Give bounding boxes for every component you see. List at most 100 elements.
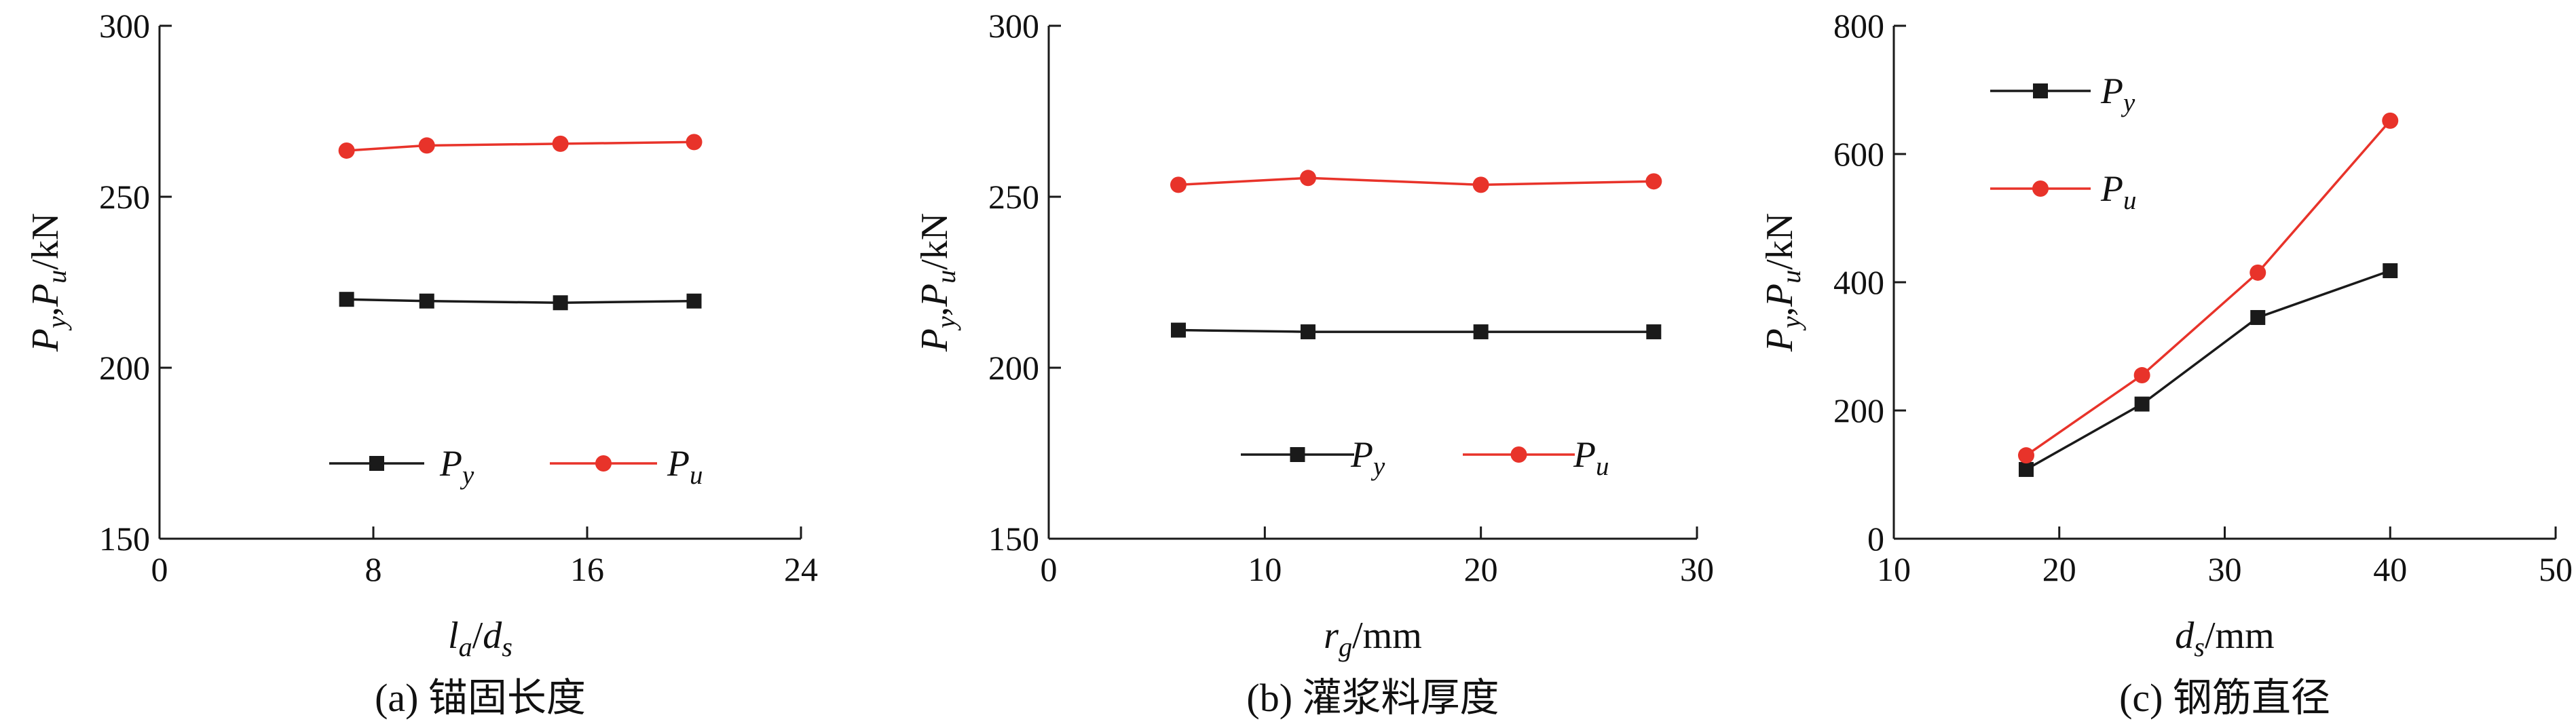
data-point	[418, 137, 435, 154]
y-axis-label-part: P	[914, 328, 956, 352]
x-axis-label-part: g	[1339, 632, 1352, 662]
series-line	[346, 298, 694, 304]
y-tick-label: 400	[1833, 263, 1884, 301]
data-point	[2382, 112, 2399, 129]
data-point	[2134, 396, 2150, 412]
legend-marker	[1510, 446, 1527, 463]
data-point	[552, 135, 569, 152]
legend-label-part: y	[1370, 452, 1385, 481]
series-line	[346, 140, 694, 152]
legend-marker	[2032, 180, 2049, 197]
legend-label-part: P	[2100, 71, 2123, 111]
y-axis-label: Py,Pu/kN	[1759, 213, 1806, 353]
x-tick-label: 30	[2208, 550, 2242, 588]
x-axis-label-part: r	[1324, 615, 1339, 657]
legend-label: Py	[2100, 71, 2135, 117]
legend-label-part: P	[2100, 168, 2123, 209]
series-Pu	[2018, 112, 2399, 464]
legend-label-part: u	[1596, 452, 1609, 481]
y-axis-label-part: u	[931, 270, 961, 284]
data-point	[1646, 324, 1662, 340]
y-axis-label: Py,Pu/kN	[24, 213, 72, 353]
x-axis-label-part: a	[459, 632, 472, 662]
legend-label-part: P	[439, 443, 462, 484]
legend-label-part: P	[667, 443, 690, 484]
data-point	[2250, 309, 2266, 325]
y-tick-label: 800	[1833, 7, 1884, 45]
panel-caption: (b) 灌浆料厚度	[1246, 676, 1499, 720]
x-axis-label-part: /mm	[2205, 615, 2275, 657]
x-tick-label: 40	[2373, 550, 2407, 588]
y-axis-label-part: ,	[914, 307, 956, 316]
legend-item-Py: Py	[1241, 434, 1385, 481]
legend-label-part: P	[1350, 434, 1373, 475]
data-point	[2018, 447, 2034, 464]
data-point	[1170, 176, 1187, 193]
legend-label-part: u	[690, 461, 703, 490]
x-axis-label: la/ds	[448, 615, 512, 662]
x-axis-label: rg/mm	[1324, 615, 1422, 662]
legend-marker	[2033, 83, 2048, 98]
legend-marker	[369, 456, 384, 471]
legend-label: Py	[439, 443, 474, 490]
x-axis-label-part: /mm	[1352, 615, 1422, 657]
x-tick-label: 16	[570, 550, 604, 588]
data-point	[2019, 461, 2034, 477]
y-tick-label: 300	[99, 7, 150, 45]
data-point	[1300, 170, 1316, 187]
x-tick-label: 50	[2539, 550, 2573, 588]
data-point	[419, 293, 434, 309]
y-axis-label-part: ,	[1759, 307, 1801, 316]
x-axis-label-part: s	[2194, 632, 2205, 662]
y-axis-label-part: P	[1759, 284, 1801, 307]
data-point	[1472, 176, 1489, 193]
series-Py	[339, 292, 702, 311]
y-axis-label-part: y	[931, 316, 961, 331]
data-point	[1171, 322, 1186, 338]
data-point	[1473, 324, 1489, 340]
legend-label: Py	[1350, 434, 1385, 481]
series-line	[2026, 269, 2391, 471]
x-tick-label: 24	[784, 550, 818, 588]
y-axis-label-part: /kN	[1759, 213, 1801, 270]
data-point	[553, 295, 568, 311]
x-tick-label: 10	[1248, 550, 1282, 588]
legend-label-part: u	[2123, 186, 2136, 215]
legend-item-Pu: Pu	[550, 443, 703, 490]
legend-marker	[595, 455, 612, 472]
legend-label-part: y	[2121, 88, 2135, 117]
series-Pu	[1170, 170, 1662, 193]
x-axis-label-part: d	[2175, 615, 2195, 657]
panel-caption: (c) 钢筋直径	[2119, 676, 2330, 720]
y-tick-label: 150	[988, 520, 1039, 558]
y-axis-label-part: /kN	[914, 213, 956, 270]
x-axis-label-part: /	[472, 615, 483, 657]
x-axis-label: ds/mm	[2175, 615, 2274, 662]
legend-label: Pu	[1573, 434, 1609, 481]
series-Py	[2019, 263, 2398, 477]
x-axis-label-part: s	[502, 632, 512, 662]
y-axis-label-part: /kN	[24, 213, 67, 270]
x-tick-label: 0	[1041, 550, 1058, 588]
data-point	[2133, 367, 2150, 384]
y-tick-label: 0	[1867, 520, 1884, 558]
series-line	[1178, 176, 1654, 187]
y-axis-label-part: P	[24, 284, 67, 307]
data-point	[339, 292, 354, 307]
series-Pu	[338, 134, 703, 159]
legend-marker	[1290, 447, 1305, 462]
y-axis-label-part: u	[41, 270, 72, 284]
legend-label-part: y	[460, 461, 474, 490]
y-axis-label-part: u	[1776, 270, 1806, 284]
series-Py	[1171, 322, 1662, 340]
x-axis-label-part: l	[448, 615, 459, 657]
y-axis-label: Py,Pu/kN	[914, 213, 961, 353]
legend-item-Py: Py	[329, 443, 474, 490]
y-tick-label: 200	[99, 349, 150, 387]
y-axis-label-part: P	[24, 328, 67, 352]
x-axis-label-part: d	[483, 615, 502, 657]
y-axis-label-part: P	[914, 284, 956, 307]
